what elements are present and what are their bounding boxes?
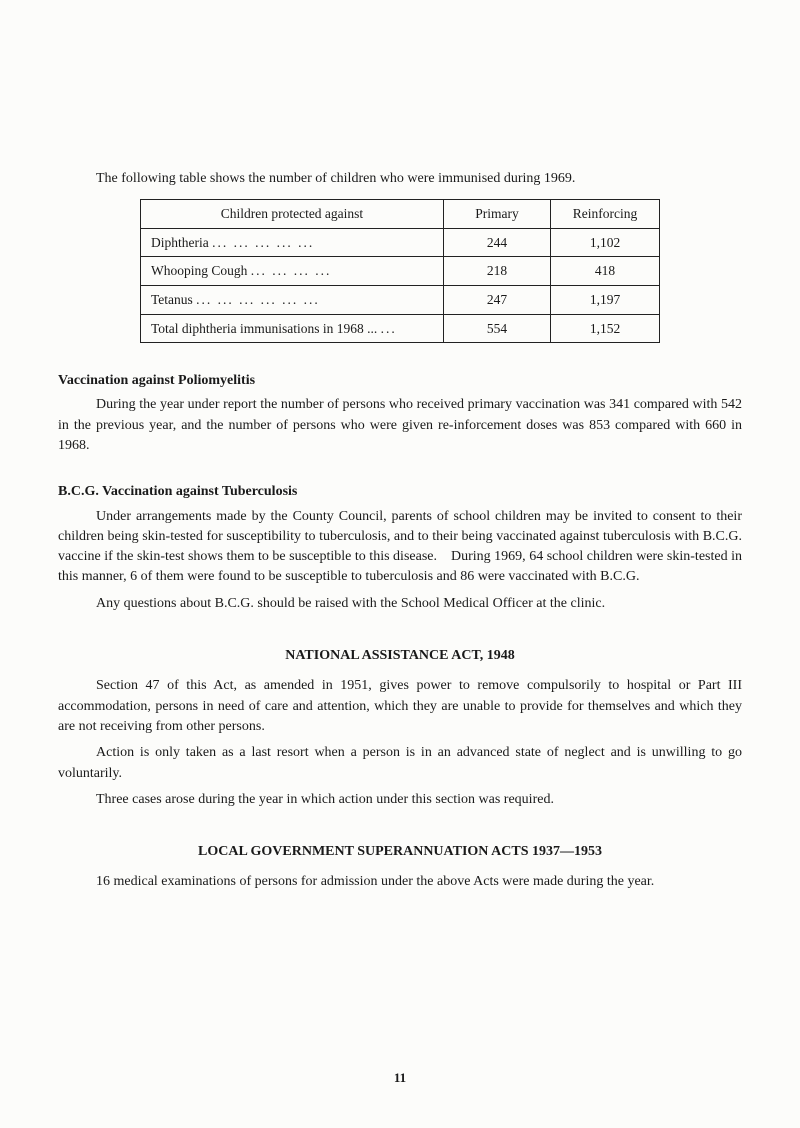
col-header-reinforcing: Reinforcing bbox=[551, 200, 660, 229]
col-header-primary: Primary bbox=[443, 200, 550, 229]
naa-heading: NATIONAL ASSISTANCE ACT, 1948 bbox=[58, 646, 742, 666]
bcg-paragraph-1: Under arrangements made by the County Co… bbox=[58, 507, 742, 588]
polio-heading: Vaccination against Poliomyelitis bbox=[58, 371, 742, 391]
table-cell-primary: 554 bbox=[443, 314, 550, 343]
immunisation-table: Children protected against Primary Reinf… bbox=[140, 199, 660, 343]
row-label: Diphtheria bbox=[151, 235, 209, 250]
lgsa-heading: LOCAL GOVERNMENT SUPERANNUATION ACTS 193… bbox=[58, 842, 742, 862]
table-cell-reinforcing: 418 bbox=[551, 257, 660, 286]
row-label: Total diphtheria immunisations in 1968 .… bbox=[151, 321, 377, 336]
table-row: Tetanus ... ... ... ... ... ... 247 1,19… bbox=[141, 285, 660, 314]
naa-paragraph-1: Section 47 of this Act, as amended in 19… bbox=[58, 676, 742, 737]
intro-text: The following table shows the number of … bbox=[58, 169, 742, 189]
table-cell-reinforcing: 1,102 bbox=[551, 228, 660, 257]
page-number: 11 bbox=[0, 1069, 800, 1088]
leader-dots: ... ... ... ... ... ... bbox=[196, 292, 320, 307]
table-row: Diphtheria ... ... ... ... ... 244 1,102 bbox=[141, 228, 660, 257]
table-cell-primary: 244 bbox=[443, 228, 550, 257]
table-cell-label: Diphtheria ... ... ... ... ... bbox=[141, 228, 444, 257]
table-header-row: Children protected against Primary Reinf… bbox=[141, 200, 660, 229]
bcg-paragraph-2: Any questions about B.C.G. should be rai… bbox=[58, 594, 742, 614]
naa-paragraph-2: Action is only taken as a last resort wh… bbox=[58, 743, 742, 784]
lgsa-body: 16 medical examinations of persons for a… bbox=[58, 872, 742, 892]
document-page: The following table shows the number of … bbox=[0, 0, 800, 1128]
col-header-disease: Children protected against bbox=[141, 200, 444, 229]
naa-paragraph-3: Three cases arose during the year in whi… bbox=[58, 790, 742, 810]
leader-dots: ... bbox=[381, 321, 397, 336]
bcg-heading: B.C.G. Vaccination against Tuberculosis bbox=[58, 482, 742, 502]
table-cell-primary: 218 bbox=[443, 257, 550, 286]
table-cell-label: Tetanus ... ... ... ... ... ... bbox=[141, 285, 444, 314]
table-cell-reinforcing: 1,152 bbox=[551, 314, 660, 343]
table-row: Total diphtheria immunisations in 1968 .… bbox=[141, 314, 660, 343]
leader-dots: ... ... ... ... ... bbox=[212, 235, 314, 250]
table-cell-label: Whooping Cough ... ... ... ... bbox=[141, 257, 444, 286]
table-row: Whooping Cough ... ... ... ... 218 418 bbox=[141, 257, 660, 286]
table-cell-primary: 247 bbox=[443, 285, 550, 314]
table-cell-reinforcing: 1,197 bbox=[551, 285, 660, 314]
polio-body: During the year under report the number … bbox=[58, 395, 742, 456]
row-label: Tetanus bbox=[151, 292, 193, 307]
leader-dots: ... ... ... ... bbox=[251, 263, 332, 278]
table-cell-label: Total diphtheria immunisations in 1968 .… bbox=[141, 314, 444, 343]
row-label: Whooping Cough bbox=[151, 263, 247, 278]
